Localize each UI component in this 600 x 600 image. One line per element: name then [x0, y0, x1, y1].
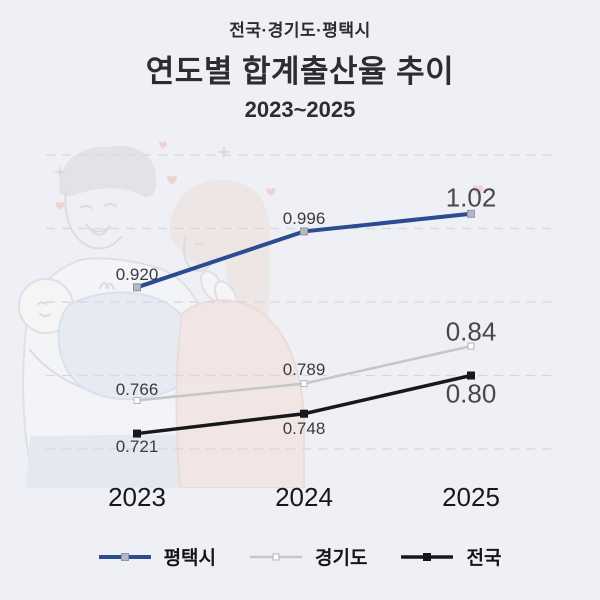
series-line-경기도: [135, 344, 473, 402]
legend-item-national: 전국: [401, 543, 501, 570]
data-point-marker: [300, 380, 308, 388]
heart-icon: [472, 185, 484, 196]
data-point-marker: [133, 396, 141, 404]
data-point-marker: [133, 283, 141, 292]
data-point-marker: [300, 227, 308, 236]
x-axis-label-2025: 2025: [442, 482, 500, 512]
data-point-marker: [467, 371, 475, 380]
chart-period: 2023~2025: [244, 97, 356, 122]
data-point-marker: [467, 209, 475, 218]
sparkle-icon: [53, 165, 67, 179]
data-point-marker: [133, 429, 141, 438]
legend-line-gyeonggi-icon: [250, 553, 303, 560]
sparkle-icon: [217, 145, 231, 159]
x-axis-label-2023: 2023: [108, 482, 166, 512]
chart-legend: 평택시 경기도 전국: [0, 543, 600, 570]
chart-title: 연도별 합계출산율 추이: [145, 54, 455, 89]
legend-item-gyeonggi: 경기도: [250, 543, 367, 570]
heart-icon: [266, 188, 276, 197]
family-illustration: [18, 145, 305, 488]
legend-label-pyeongtaek: 평택시: [163, 548, 217, 569]
chart-header: 전국·경기도·평택시 연도별 합계출산율 추이 2023~2025: [0, 16, 600, 123]
x-axis-label-2024: 2024: [275, 482, 333, 512]
heart-icon: [167, 175, 177, 185]
data-point-marker: [467, 342, 475, 350]
legend-label-gyeonggi: 경기도: [315, 548, 368, 569]
data-point-marker: [300, 409, 308, 418]
series-line-평택시: [135, 211, 473, 290]
legend-line-national-icon: [401, 552, 454, 561]
heart-icon: [55, 202, 65, 211]
legend-line-pyeongtaek-icon: [98, 552, 151, 561]
legend-item-pyeongtaek: 평택시: [98, 543, 217, 570]
legend-label-national: 전국: [466, 548, 502, 569]
heart-icon: [159, 141, 167, 149]
chart-subtitle: 전국·경기도·평택시: [229, 21, 371, 40]
